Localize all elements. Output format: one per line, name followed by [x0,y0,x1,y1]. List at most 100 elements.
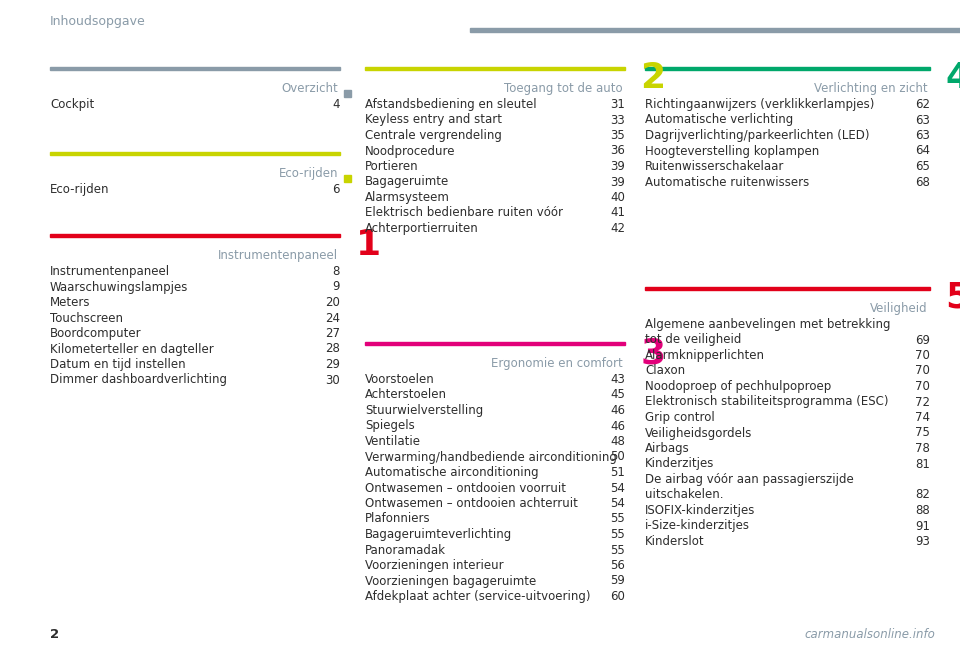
Text: Datum en tijd instellen: Datum en tijd instellen [50,358,185,371]
Text: Ergonomie en comfort: Ergonomie en comfort [492,357,623,370]
Text: i-Size-kinderzitjes: i-Size-kinderzitjes [645,519,750,532]
Text: 55: 55 [611,528,625,541]
Text: 20: 20 [325,296,340,309]
Bar [365,67,625,70]
Text: uitschakelen.: uitschakelen. [645,489,724,502]
Text: Elektronisch stabiliteitsprogramma (ESC): Elektronisch stabiliteitsprogramma (ESC) [645,395,889,408]
Text: 5: 5 [946,281,960,315]
Text: Automatische airconditioning: Automatische airconditioning [365,466,539,479]
Text: 43: 43 [611,373,625,386]
Text: Kilometerteller en dagteller: Kilometerteller en dagteller [50,343,214,356]
Text: 30: 30 [325,374,340,387]
Text: 6: 6 [332,183,340,196]
Bar [365,342,625,345]
Text: Hoogteverstelling koplampen: Hoogteverstelling koplampen [645,145,819,158]
Text: De airbag vóór aan passagierszijde: De airbag vóór aan passagierszijde [645,473,853,486]
Text: 55: 55 [611,543,625,556]
Text: 70: 70 [915,380,930,393]
Text: Portieren: Portieren [365,160,419,173]
Text: 70: 70 [915,365,930,378]
Text: 93: 93 [915,535,930,548]
Text: Ruitenwisserschakelaar: Ruitenwisserschakelaar [645,160,784,173]
Text: Alarmknipperlichten: Alarmknipperlichten [645,349,765,362]
Text: Ontwasemen – ontdooien achterruit: Ontwasemen – ontdooien achterruit [365,497,578,510]
Text: Inhoudsopgave: Inhoudsopgave [50,16,146,29]
Text: 74: 74 [915,411,930,424]
Text: 59: 59 [611,574,625,587]
Text: Afstandsbediening en sleutel: Afstandsbediening en sleutel [365,98,537,111]
Bar [50,234,340,237]
Text: 56: 56 [611,559,625,572]
Bar [645,287,930,290]
Text: Spiegels: Spiegels [365,419,415,432]
Text: Eco-rijden: Eco-rijden [278,167,338,180]
Bar [344,90,351,97]
Text: Toegang tot de auto: Toegang tot de auto [504,82,623,95]
Text: Achterstoelen: Achterstoelen [365,389,447,402]
Text: Ontwasemen – ontdooien voorruit: Ontwasemen – ontdooien voorruit [365,482,566,495]
Text: 31: 31 [611,98,625,111]
Text: 35: 35 [611,129,625,142]
Text: 28: 28 [325,343,340,356]
Text: 69: 69 [915,334,930,347]
Text: Verlichting en zicht: Verlichting en zicht [814,82,928,95]
Text: Achterportierruiten: Achterportierruiten [365,222,479,235]
Text: Alarmsysteem: Alarmsysteem [365,191,450,204]
Text: 55: 55 [611,513,625,526]
Text: 78: 78 [915,442,930,455]
Text: Panoramadak: Panoramadak [365,543,446,556]
Text: 50: 50 [611,450,625,463]
Text: Plafonniers: Plafonniers [365,513,431,526]
Text: 45: 45 [611,389,625,402]
Text: 41: 41 [610,206,625,219]
Text: 75: 75 [915,426,930,439]
Text: tot de veiligheid: tot de veiligheid [645,334,741,347]
Text: 8: 8 [332,265,340,278]
Text: 68: 68 [915,175,930,188]
Text: 64: 64 [915,145,930,158]
Text: Eco-rijden: Eco-rijden [50,183,109,196]
Text: Richtingaanwijzers (verklikkerlampjes): Richtingaanwijzers (verklikkerlampjes) [645,98,875,111]
Text: Centrale vergrendeling: Centrale vergrendeling [365,129,502,142]
Text: 24: 24 [325,312,340,324]
Text: Stuurwielverstelling: Stuurwielverstelling [365,404,483,417]
Text: Noodprocedure: Noodprocedure [365,145,455,158]
Text: 39: 39 [611,175,625,188]
Text: Dimmer dashboardverlichting: Dimmer dashboardverlichting [50,374,227,387]
Text: Touchscreen: Touchscreen [50,312,123,324]
Bar [344,175,351,182]
Text: 2: 2 [640,61,665,95]
Text: 3: 3 [640,336,665,370]
Text: 72: 72 [915,395,930,408]
Text: Veiligheid: Veiligheid [871,302,928,315]
Text: Bagageruimte: Bagageruimte [365,175,449,188]
Text: Noodoproep of pechhulpoproep: Noodoproep of pechhulpoproep [645,380,831,393]
Text: carmanualsonline.info: carmanualsonline.info [804,628,935,641]
Text: 63: 63 [915,129,930,142]
Text: 40: 40 [611,191,625,204]
Text: Afdekplaat achter (service-uitvoering): Afdekplaat achter (service-uitvoering) [365,590,590,603]
Text: 70: 70 [915,349,930,362]
Text: 91: 91 [915,519,930,532]
Text: Elektrisch bedienbare ruiten vóór: Elektrisch bedienbare ruiten vóór [365,206,563,219]
Bar [50,67,340,70]
Text: Automatische ruitenwissers: Automatische ruitenwissers [645,175,809,188]
Bar [645,67,930,70]
Text: 9: 9 [332,280,340,293]
Text: 54: 54 [611,482,625,495]
Text: 88: 88 [915,504,930,517]
Text: Voorstoelen: Voorstoelen [365,373,435,386]
Text: Kinderzitjes: Kinderzitjes [645,458,714,471]
Text: 81: 81 [915,458,930,471]
Text: 4: 4 [946,61,960,95]
Text: 51: 51 [611,466,625,479]
Text: 48: 48 [611,435,625,448]
Text: ISOFIX-kinderzitjes: ISOFIX-kinderzitjes [645,504,756,517]
Text: 29: 29 [325,358,340,371]
Text: Ventilatie: Ventilatie [365,435,421,448]
Text: Instrumentenpaneel: Instrumentenpaneel [50,265,170,278]
Text: Veiligheidsgordels: Veiligheidsgordels [645,426,753,439]
Text: Overzicht: Overzicht [281,82,338,95]
Text: Claxon: Claxon [645,365,685,378]
Text: Dagrijverlichting/parkeerlichten (LED): Dagrijverlichting/parkeerlichten (LED) [645,129,870,142]
